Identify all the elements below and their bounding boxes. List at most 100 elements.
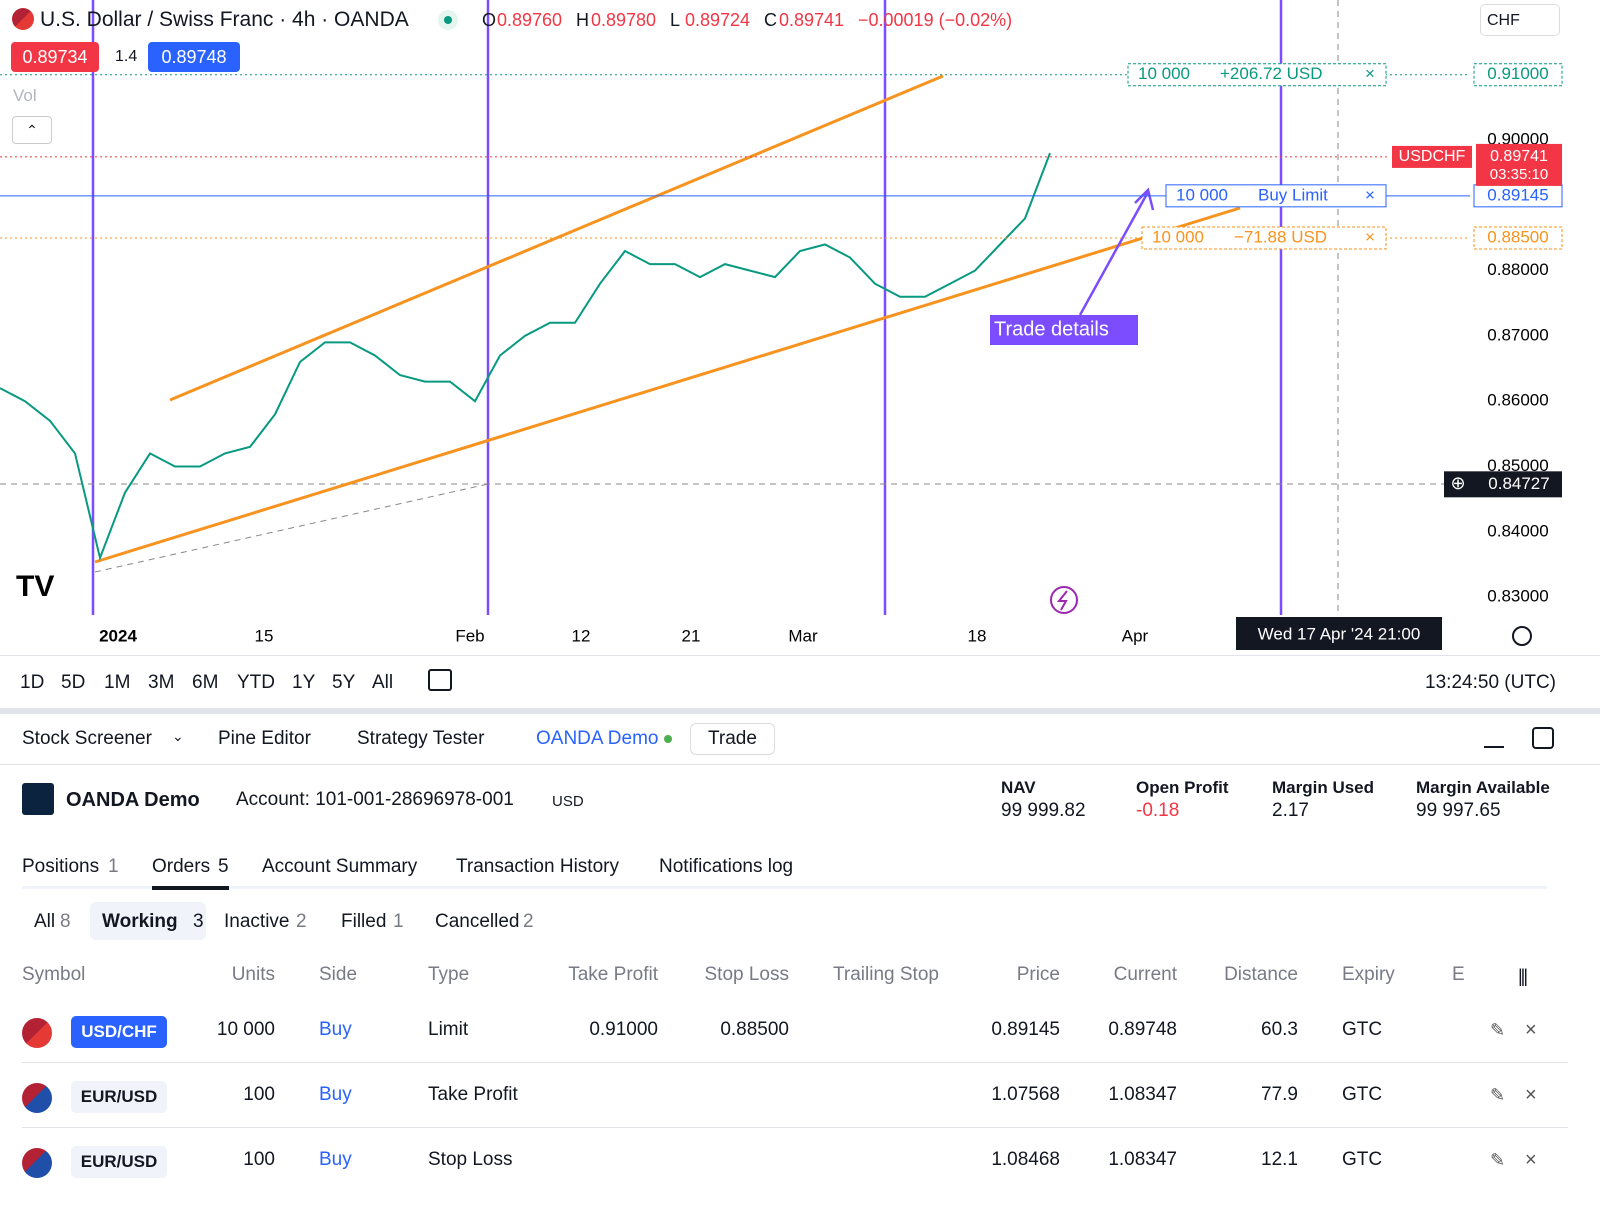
time-label: 15	[255, 626, 274, 645]
filter-count: 8	[60, 911, 71, 932]
cell-stop-loss: 0.88500	[720, 1019, 789, 1040]
column-header[interactable]: Price	[1016, 964, 1060, 985]
cell-current: 1.08347	[1108, 1084, 1177, 1105]
cell-distance: 12.1	[1261, 1149, 1298, 1170]
symbol-badge[interactable]: EUR/USD	[71, 1081, 167, 1113]
symbol-badge[interactable]: USD/CHF	[71, 1016, 167, 1048]
subtab[interactable]: Orders	[152, 856, 211, 877]
range-button[interactable]: All	[372, 672, 394, 693]
dashed-line	[94, 483, 489, 573]
ohlc-label: C	[764, 10, 777, 30]
cancel-button[interactable]: ×	[1525, 1084, 1537, 1106]
panel-tab[interactable]: OANDA Demo	[536, 728, 659, 749]
filter-count: 2	[523, 911, 534, 932]
price-line	[0, 152, 1051, 562]
column-header[interactable]: Symbol	[22, 964, 86, 985]
order-close: ×	[1365, 227, 1375, 246]
column-header[interactable]: Expiry	[1342, 964, 1395, 985]
subtab[interactable]: Account Summary	[262, 856, 418, 877]
price-label: 0.88000	[1487, 260, 1548, 279]
panel-tab[interactable]: Trade	[690, 723, 775, 755]
price-tag-text: 0.88500	[1487, 227, 1548, 246]
compare-icon[interactable]	[428, 669, 452, 691]
clock: 13:24:50 (UTC)	[1425, 672, 1556, 693]
flag-icon	[22, 1018, 52, 1048]
account-name[interactable]: OANDA Demo	[66, 789, 200, 811]
column-header[interactable]: Trailing Stop	[833, 964, 939, 985]
cell-price: 1.08468	[991, 1149, 1060, 1170]
range-button[interactable]: 5Y	[332, 672, 356, 693]
time-label: Apr	[1122, 626, 1149, 645]
panel-tab[interactable]: Stock Screener	[22, 728, 152, 749]
currency-select[interactable]: CHF	[1480, 4, 1560, 36]
column-header[interactable]: Distance	[1224, 964, 1298, 985]
edit-button[interactable]: ✎	[1490, 1150, 1506, 1170]
maximize-button[interactable]	[1532, 727, 1554, 749]
range-button[interactable]: 1D	[20, 672, 45, 693]
filter[interactable]: Filled	[341, 911, 387, 932]
ohlc-value: 0.89760	[497, 10, 563, 30]
collapse-button[interactable]: ⌃	[12, 116, 52, 144]
panel-tab[interactable]: Strategy Tester	[357, 728, 485, 749]
dropdown-icon: ⌄	[172, 728, 184, 744]
sell-button[interactable]: 0.89734	[11, 42, 99, 72]
filter[interactable]: Working	[102, 911, 178, 932]
column-header[interactable]: Units	[231, 964, 275, 985]
cell-current: 0.89748	[1108, 1019, 1177, 1040]
cell-units: 10 000	[216, 1019, 275, 1040]
ohlc-label: O	[482, 10, 497, 30]
range-button[interactable]: YTD	[237, 672, 275, 693]
account-number: Account: 101-001-28696978-001	[236, 789, 514, 810]
filter[interactable]: All	[34, 911, 56, 932]
range-button[interactable]: 1Y	[292, 672, 316, 693]
edit-button[interactable]: ✎	[1490, 1085, 1506, 1105]
filter[interactable]: Cancelled	[435, 911, 520, 932]
stat-value: -0.18	[1136, 800, 1180, 821]
cell-expiry: GTC	[1342, 1084, 1383, 1105]
time-label: 18	[968, 626, 987, 645]
filter[interactable]: Inactive	[224, 911, 290, 932]
column-header[interactable]: Side	[319, 964, 358, 985]
subtab[interactable]: Positions	[22, 856, 100, 877]
column-header[interactable]: Take Profit	[568, 964, 658, 985]
order-qty: 10 000	[1138, 64, 1190, 83]
cell-side: Buy	[319, 1084, 352, 1105]
filter-count: 1	[393, 911, 404, 932]
lightning-icon[interactable]	[1050, 586, 1078, 614]
filter-count: 3	[193, 911, 204, 932]
symbol-tag	[1392, 145, 1472, 168]
arrow-head	[1134, 187, 1155, 211]
subtab[interactable]: Notifications log	[659, 856, 794, 877]
subtab-active	[152, 886, 229, 890]
panel-tab[interactable]: Pine Editor	[218, 728, 311, 749]
cancel-button[interactable]: ×	[1525, 1019, 1537, 1041]
subtab[interactable]: Transaction History	[456, 856, 619, 877]
stat-label: Open Profit	[1136, 778, 1229, 797]
minimize-button[interactable]	[1484, 732, 1504, 748]
subtab-underline	[22, 886, 1547, 889]
column-header[interactable]: Current	[1113, 964, 1177, 985]
range-button[interactable]: 1M	[104, 672, 131, 693]
range-button[interactable]: 3M	[148, 672, 175, 693]
cancel-button[interactable]: ×	[1525, 1149, 1537, 1171]
settings-icon[interactable]	[1512, 626, 1532, 646]
edit-button[interactable]: ✎	[1490, 1020, 1506, 1040]
price-tag	[1473, 226, 1563, 250]
countdown: 03:35:10	[1490, 166, 1548, 183]
range-button[interactable]: 5D	[61, 672, 86, 693]
price-label: 0.83000	[1487, 587, 1548, 606]
price-label: 0.87000	[1487, 325, 1548, 344]
crosshair-plus: ⊕	[1450, 473, 1465, 493]
cell-side: Buy	[319, 1149, 352, 1170]
symbol-badge[interactable]: EUR/USD	[71, 1146, 167, 1178]
cell-price: 0.89145	[991, 1019, 1060, 1040]
change: −0.00019 (−0.02%)	[858, 10, 1013, 30]
column-header[interactable]: E	[1452, 964, 1465, 985]
column-header[interactable]: Type	[428, 964, 470, 985]
price-tag	[1473, 63, 1563, 87]
buy-button[interactable]: 0.89748	[148, 42, 240, 72]
order-pnl: +206.72 USD	[1220, 64, 1323, 83]
range-button[interactable]: 6M	[192, 672, 219, 693]
column-header[interactable]: Stop Loss	[704, 964, 790, 985]
price-label: 0.85000	[1487, 456, 1548, 475]
